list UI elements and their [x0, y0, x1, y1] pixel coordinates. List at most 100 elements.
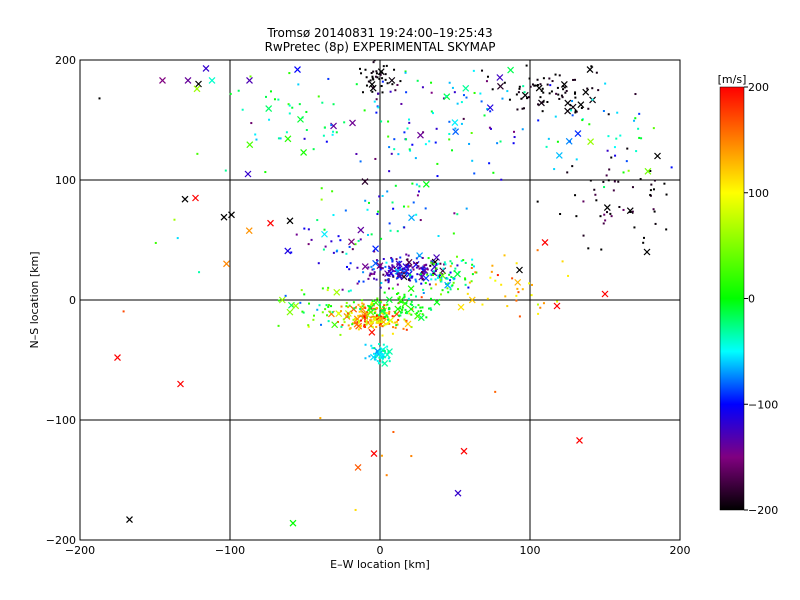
data-point-cross: [569, 103, 577, 111]
data-point-dot: [362, 271, 365, 274]
data-point-dot: [574, 194, 577, 197]
data-point-dot: [348, 245, 351, 248]
data-point-dot: [312, 314, 315, 317]
data-point-dot: [377, 210, 380, 213]
data-point-dot: [399, 314, 402, 317]
data-point-dot: [324, 308, 327, 311]
data-point-dot: [405, 312, 408, 315]
data-point-dot: [361, 315, 364, 318]
data-point-dot: [372, 352, 375, 355]
data-point-dot: [512, 142, 515, 145]
data-point-dot: [427, 257, 430, 260]
data-point-dot: [433, 272, 436, 275]
data-point-dot: [391, 274, 394, 277]
data-point-dot: [327, 320, 330, 323]
data-point-dot: [351, 248, 354, 251]
data-point-dot: [375, 278, 378, 281]
data-point-dot: [249, 75, 252, 78]
data-point-dot: [635, 150, 638, 153]
data-point-cross: [193, 85, 201, 93]
data-point-dot: [437, 274, 440, 277]
data-point-dot: [448, 132, 451, 135]
data-point-cross: [433, 254, 441, 261]
data-point-cross: [228, 211, 235, 219]
data-point-dot: [600, 248, 603, 251]
data-point-dot: [372, 268, 375, 271]
data-point-dot: [428, 307, 431, 310]
data-point-dot: [540, 89, 543, 92]
data-point-dot: [387, 279, 390, 282]
data-point-dot: [368, 355, 371, 358]
data-point-cross: [372, 245, 380, 253]
data-point-cross: [644, 167, 652, 175]
data-point-dot: [357, 320, 360, 323]
data-point-dot: [562, 88, 565, 91]
data-point-dot: [385, 312, 388, 315]
data-point-cross: [587, 138, 595, 146]
data-point-dot: [597, 89, 600, 92]
data-point-dot: [360, 299, 363, 302]
data-point-dot: [521, 128, 524, 131]
data-point-dot: [320, 187, 323, 190]
data-point-dot: [398, 264, 401, 267]
data-point-dot: [408, 121, 411, 124]
data-point-dot: [387, 120, 390, 123]
data-point-dot: [359, 307, 362, 310]
data-point-cross: [394, 305, 402, 313]
data-point-dot: [376, 360, 379, 363]
data-point-dot: [593, 188, 596, 191]
data-point-dot: [378, 263, 381, 266]
data-point-cross: [564, 107, 572, 115]
data-point-dot: [541, 87, 544, 90]
data-point-dot: [383, 317, 386, 320]
data-point-dot: [421, 278, 424, 281]
data-point-dot: [574, 91, 577, 94]
data-point-dot: [387, 350, 390, 353]
data-point-dot: [595, 199, 598, 202]
data-point-dot: [436, 276, 439, 279]
data-point-cross: [284, 247, 292, 255]
data-point-dot: [370, 303, 373, 306]
data-point-dot: [432, 272, 435, 275]
data-point-dot: [365, 316, 368, 319]
data-point-dot: [300, 289, 303, 292]
data-point-dot: [411, 266, 414, 269]
data-point-dot: [410, 455, 413, 458]
data-point-cross: [603, 204, 611, 212]
data-point-dot: [435, 127, 438, 130]
data-point-dot: [380, 356, 383, 359]
data-point-cross: [159, 76, 166, 84]
data-point-dot: [349, 289, 352, 292]
data-point-dot: [393, 267, 396, 270]
data-point-dot: [301, 310, 304, 313]
data-point-cross: [507, 66, 515, 74]
data-point-dot: [574, 109, 577, 112]
data-point-dot: [380, 315, 383, 318]
data-point-cross: [195, 80, 202, 88]
data-point-dot: [373, 272, 376, 275]
data-point-cross: [220, 213, 228, 221]
data-point-dot: [663, 182, 666, 185]
data-point-dot: [196, 152, 199, 155]
data-point-dot: [430, 308, 433, 311]
data-point-dot: [401, 308, 404, 311]
data-point-dot: [380, 267, 383, 270]
data-point-dot: [371, 268, 374, 271]
data-point-dot: [317, 262, 320, 265]
data-point-dot: [391, 260, 394, 263]
data-point-dot: [341, 288, 344, 291]
data-point-cross: [582, 88, 590, 96]
data-point-dot: [446, 287, 449, 290]
data-point-dot: [284, 294, 287, 297]
data-point-dot: [405, 310, 408, 313]
data-point-cross: [405, 258, 413, 266]
data-point-dot: [561, 260, 564, 263]
x-tick-label: −100: [215, 544, 245, 557]
data-point-dot: [370, 344, 373, 347]
data-point-dot: [397, 314, 400, 317]
data-point-dot: [471, 258, 474, 261]
data-point-dot: [339, 310, 342, 313]
data-point-dot: [363, 320, 366, 323]
data-point-cross: [416, 252, 424, 259]
data-point-dot: [327, 304, 330, 307]
